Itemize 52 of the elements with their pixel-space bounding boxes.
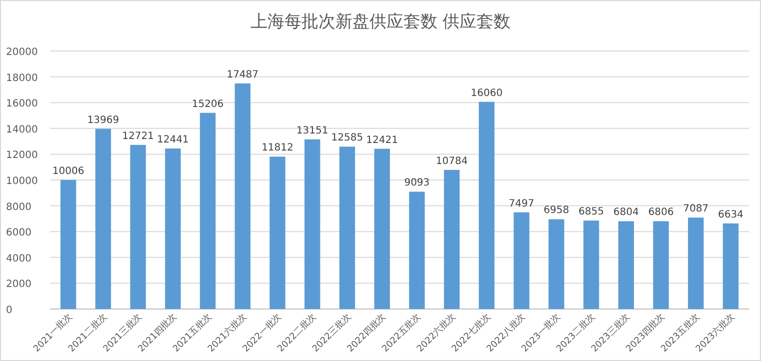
data-label: 16060 <box>470 88 503 99</box>
y-tick-label: 14000 <box>6 124 38 136</box>
bar <box>478 102 494 309</box>
bar <box>304 139 320 309</box>
data-label: 13151 <box>296 125 328 136</box>
data-label: 6958 <box>544 205 570 216</box>
bar <box>374 148 390 309</box>
bar <box>548 219 564 309</box>
y-tick-label: 6000 <box>6 228 32 239</box>
y-tick-label: 2000 <box>6 279 32 290</box>
data-label: 11812 <box>262 142 294 154</box>
y-tick-label: 12000 <box>6 150 38 162</box>
data-label: 7497 <box>508 198 534 210</box>
data-label: 6634 <box>718 209 744 220</box>
y-tick-label: 10000 <box>6 176 38 187</box>
bar <box>688 218 704 309</box>
bar <box>339 146 356 309</box>
data-label: 9093 <box>404 178 430 189</box>
bar <box>234 83 250 309</box>
data-label: 6855 <box>578 206 604 218</box>
data-label: 17487 <box>226 69 259 80</box>
bar <box>95 128 112 309</box>
bar <box>200 112 216 309</box>
bar <box>60 180 76 309</box>
y-tick-label: 16000 <box>6 98 38 110</box>
y-tick-label: 0 <box>6 305 12 316</box>
bar <box>514 212 530 309</box>
bar <box>165 148 181 309</box>
data-label: 13969 <box>87 114 120 126</box>
bar <box>583 220 600 309</box>
bar <box>444 170 460 309</box>
bar <box>653 221 669 309</box>
data-label: 15206 <box>192 98 224 110</box>
bar <box>618 221 634 309</box>
data-label: 7087 <box>683 204 709 215</box>
y-tick-label: 8000 <box>6 202 32 213</box>
data-label: 12585 <box>331 132 364 144</box>
y-tick-label: 20000 <box>6 47 38 58</box>
bar <box>270 156 286 309</box>
chart-title: 上海每批次新盘供应套数 供应套数 <box>250 12 511 32</box>
y-tick-label: 18000 <box>6 72 38 84</box>
bar <box>409 192 425 309</box>
data-label: 10784 <box>436 156 468 167</box>
data-label: 12721 <box>122 130 154 142</box>
data-label: 10006 <box>52 166 84 177</box>
bar <box>722 223 739 309</box>
bar <box>130 144 146 309</box>
y-tick-label: 4000 <box>6 253 32 264</box>
data-label: 6806 <box>648 207 674 218</box>
data-label: 6804 <box>613 207 639 218</box>
data-label: 12441 <box>156 134 189 146</box>
data-label: 12421 <box>366 134 398 146</box>
